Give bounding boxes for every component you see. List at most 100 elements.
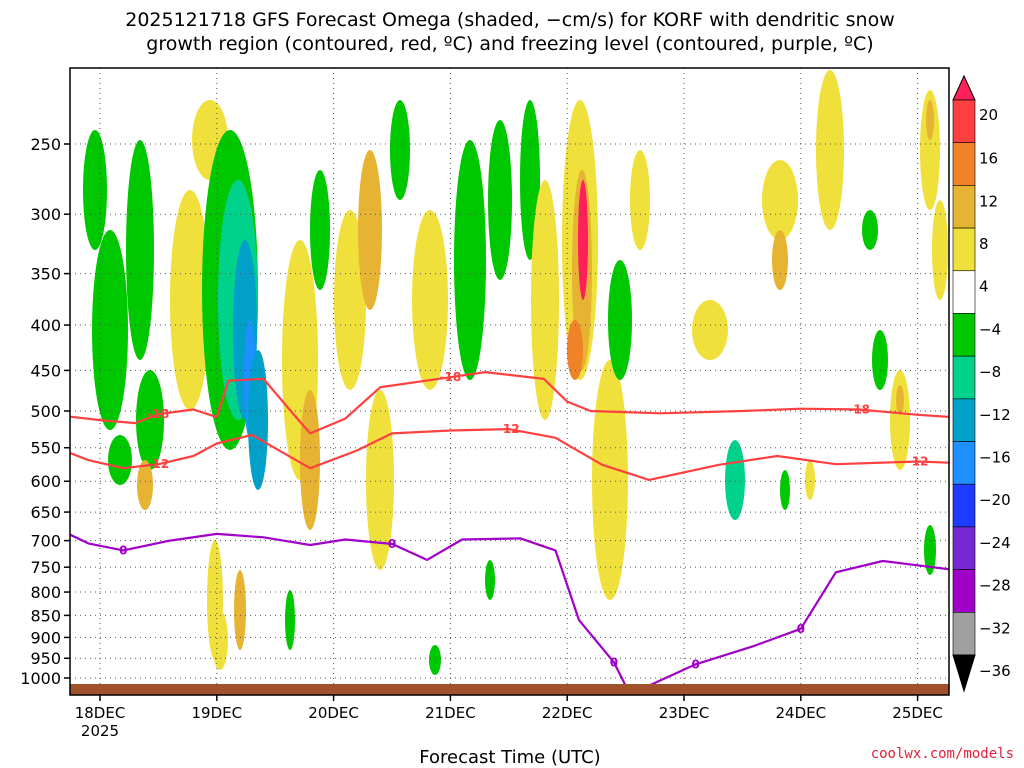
- credit-link[interactable]: coolwx.com/models: [871, 746, 1014, 762]
- omega-shade-cell: [872, 330, 888, 390]
- colorbar-label: −8: [979, 363, 1001, 381]
- y-tick-label: 300: [30, 205, 61, 224]
- colorbar-label: −28: [979, 577, 1011, 595]
- contour-label: 0: [797, 622, 805, 636]
- omega-shade-cell: [762, 160, 798, 240]
- plot-frame: [69, 67, 950, 696]
- omega-shade-cell: [334, 210, 366, 390]
- y-tick-label: 750: [30, 558, 61, 577]
- y-tick-label: 850: [30, 606, 61, 625]
- y-tick-label: 350: [30, 265, 61, 284]
- colorbar-label: −24: [979, 534, 1011, 552]
- colorbar-label: −16: [979, 448, 1011, 466]
- x-tick-label: 25DEC: [892, 704, 943, 722]
- omega-shade-cell: [137, 460, 153, 510]
- colorbar-segment: [952, 526, 976, 570]
- y-tick-label: 600: [30, 472, 61, 491]
- omega-shade-cell: [924, 525, 936, 575]
- x-tick-label: 21DEC: [425, 704, 476, 722]
- omega-shade-cell: [83, 130, 107, 250]
- x-axis-ticks: 18DEC 19DEC 20DEC 21DEC 22DEC 23DEC 24DEC 25DEC: [75, 695, 943, 722]
- x-tick-year: 2025: [81, 722, 119, 740]
- colorbar-segment: [952, 270, 976, 314]
- omega-shade-cell: [412, 210, 448, 390]
- omega-shade-cell: [285, 590, 295, 650]
- contour-line-red: [70, 428, 949, 481]
- contour-label: 0: [692, 657, 700, 671]
- colorbar-segment: [952, 313, 976, 357]
- omega-shade-cell: [358, 150, 382, 310]
- colorbar-segment: [952, 441, 976, 485]
- omega-shade-cell: [772, 230, 788, 290]
- colorbar: 20 16 12 8 4 −4 −8 −12 −16 −20 −24 −28 −32 −36: [952, 74, 1011, 693]
- contour-line-purple: [70, 532, 627, 687]
- x-tick-label: 20DEC: [308, 704, 359, 722]
- contour-line-red: [70, 371, 949, 435]
- contour-label: -12: [148, 457, 170, 471]
- y-tick-label: 700: [30, 532, 61, 551]
- colorbar-label: 16: [979, 150, 998, 168]
- y-tick-label: 950: [30, 649, 61, 668]
- colorbar-label: −20: [979, 491, 1011, 509]
- omega-shade-cell: [454, 140, 486, 380]
- omega-shade-cell: [896, 385, 904, 415]
- omega-shade-cell: [136, 370, 164, 470]
- contour-label: -12: [907, 454, 929, 468]
- omega-shade-cell: [932, 200, 948, 300]
- colorbar-label: −12: [979, 406, 1011, 424]
- omega-shade-cell: [108, 435, 132, 485]
- colorbar-label: 12: [979, 192, 998, 210]
- omega-shade-cell: [234, 570, 246, 650]
- omega-shade-cell: [692, 300, 728, 360]
- omega-shade-cell: [592, 360, 628, 600]
- x-tick-label: 19DEC: [192, 704, 243, 722]
- contour-label: -12: [498, 422, 520, 436]
- colorbar-segment: [952, 185, 976, 229]
- y-tick-label: 800: [30, 583, 61, 602]
- omega-shade-cell: [578, 180, 588, 300]
- omega-shade-cell: [816, 70, 844, 230]
- x-tick-label: 24DEC: [776, 704, 827, 722]
- omega-shade-cell: [567, 320, 583, 380]
- colorbar-segment: [952, 569, 976, 613]
- omega-shade-cell: [725, 440, 745, 520]
- x-tick-label: 22DEC: [542, 704, 593, 722]
- omega-shade-cell: [170, 190, 210, 410]
- colorbar-segment: [952, 227, 976, 272]
- y-axis-ticks: 250 300 350 400 450 500 550 600 650 700 750 800 850 9…: [20, 135, 70, 688]
- colorbar-label: −32: [979, 619, 1011, 637]
- colorbar-segment: [952, 355, 976, 400]
- colorbar-label: 4: [979, 278, 989, 296]
- colorbar-label: −4: [979, 320, 1001, 338]
- contour-label: 0: [119, 543, 127, 557]
- colorbar-segment: [952, 142, 976, 186]
- omega-shade-cell: [126, 140, 154, 360]
- omega-shade-cell: [390, 100, 410, 200]
- omega-shade-cell: [212, 610, 228, 670]
- contour-label: -18: [148, 407, 170, 421]
- omega-shade-cell: [248, 350, 268, 490]
- colorbar-segment: [952, 398, 976, 442]
- colorbar-label: −36: [979, 662, 1011, 680]
- omega-shade-cell: [488, 120, 512, 280]
- contour-label: -18: [848, 402, 870, 416]
- omega-shade-cell: [862, 210, 878, 250]
- x-tick-label: 18DEC: [75, 704, 126, 722]
- omega-shade-cell: [429, 645, 441, 675]
- contour-label: 0: [388, 537, 396, 551]
- colorbar-label: 8: [979, 235, 989, 253]
- y-tick-label: 1000: [20, 669, 61, 688]
- omega-shade-cell: [805, 460, 815, 500]
- y-tick-label: 500: [30, 402, 61, 421]
- omega-shade-cell: [531, 180, 559, 420]
- y-tick-label: 900: [30, 628, 61, 647]
- chart-title-line1: 2025121718 GFS Forecast Omega (shaded, −…: [125, 9, 895, 31]
- colorbar-segment: [952, 612, 976, 656]
- contour-label: 0: [610, 655, 618, 669]
- omega-shade-cell: [630, 150, 650, 250]
- omega-shade-cell: [890, 370, 910, 470]
- y-tick-label: 650: [30, 503, 61, 522]
- omega-shade-cell: [926, 100, 934, 140]
- colorbar-top-arrow: [952, 74, 976, 101]
